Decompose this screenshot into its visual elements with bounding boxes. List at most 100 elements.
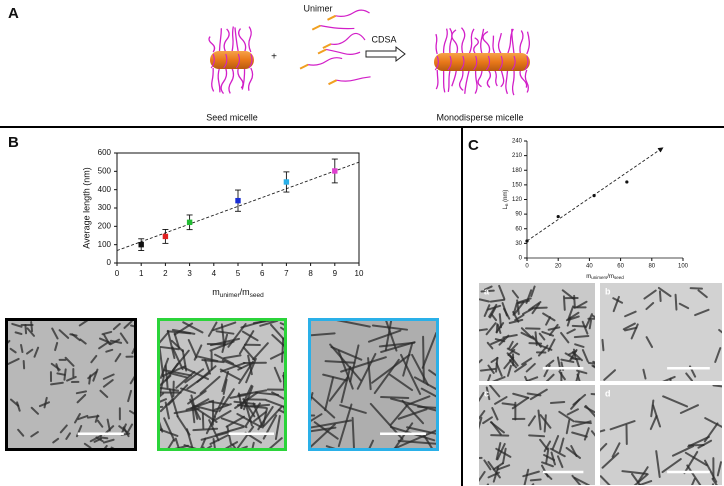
rod [501, 402, 516, 406]
rod [502, 447, 507, 465]
y-axis-label: Average length (nm) [81, 167, 91, 248]
rod [367, 357, 372, 391]
polymer-strand [519, 30, 524, 55]
rod [234, 391, 259, 409]
rod [490, 337, 506, 346]
rod [58, 329, 70, 339]
rod [123, 320, 133, 329]
rod [214, 353, 235, 365]
rod [612, 295, 620, 313]
rod [560, 358, 575, 364]
rod [573, 334, 590, 339]
rod [257, 406, 274, 431]
rod [271, 391, 287, 402]
rod [642, 368, 647, 380]
rod [30, 431, 39, 438]
polymer-strand [434, 55, 439, 71]
rod [114, 352, 122, 363]
rod [390, 397, 437, 412]
y-tick-label: 200 [98, 221, 112, 230]
rod [520, 331, 535, 340]
rod [491, 376, 506, 381]
rod [541, 461, 554, 468]
rod [507, 348, 516, 357]
rod [33, 346, 40, 358]
rod [118, 425, 128, 433]
rod [649, 414, 658, 431]
rod [213, 395, 225, 418]
rod [76, 393, 87, 404]
rod [495, 362, 503, 377]
rod [575, 357, 581, 370]
rod [558, 437, 565, 453]
rod [562, 295, 566, 311]
rods [308, 318, 439, 451]
rod [26, 327, 35, 337]
rod [601, 338, 605, 352]
rod [164, 364, 169, 389]
y-tick-label: 150 [512, 182, 523, 188]
rod [269, 350, 287, 360]
rod [508, 340, 514, 350]
polymer-strand [235, 53, 240, 69]
rod [220, 323, 226, 347]
rod [167, 384, 189, 406]
rod [90, 354, 98, 364]
polymer-strand [442, 69, 446, 93]
polymer-strand [231, 26, 234, 53]
rod [600, 475, 611, 485]
rod [645, 336, 654, 348]
rod [371, 324, 408, 331]
rod [158, 347, 165, 378]
rod [603, 369, 616, 381]
rod [678, 302, 690, 310]
rod [273, 366, 282, 383]
point [625, 180, 629, 184]
polymer-strand [464, 69, 470, 94]
rod [479, 456, 483, 459]
rod [491, 407, 499, 421]
rod [400, 353, 422, 395]
polymer-strand [211, 67, 215, 92]
x-tick-label: 40 [586, 264, 593, 270]
micrograph-border [308, 318, 439, 451]
x-label-part: unimer [220, 292, 241, 299]
rod [24, 324, 28, 335]
rod [259, 319, 279, 327]
rod [503, 307, 511, 320]
rod [712, 385, 722, 388]
rod [17, 428, 25, 437]
rod [328, 376, 349, 402]
rod [77, 414, 89, 421]
rod [662, 375, 676, 381]
rod [112, 322, 121, 331]
rod [69, 333, 78, 337]
rod [485, 322, 497, 336]
rod [281, 337, 285, 363]
rod [502, 333, 518, 339]
rod [527, 415, 536, 427]
rod [422, 335, 425, 383]
unimer [299, 57, 343, 70]
polymer-strand [468, 28, 475, 55]
rod [600, 442, 608, 452]
rod [413, 376, 438, 391]
x-tick-label: 7 [284, 269, 289, 278]
rod [242, 398, 256, 418]
rod [157, 331, 170, 348]
rod [402, 342, 414, 377]
rod [218, 388, 235, 413]
y-label-part: n [504, 203, 509, 206]
rod [496, 464, 511, 471]
y-tick-label: 400 [98, 185, 112, 194]
rod [548, 323, 559, 336]
y-tick-label: 0 [519, 256, 523, 262]
polymer-strand [447, 55, 452, 71]
rod [545, 359, 555, 368]
x-tick-label: 9 [333, 269, 338, 278]
rod [225, 415, 245, 428]
rod [51, 327, 59, 340]
rod [340, 356, 387, 373]
rod [102, 373, 115, 380]
rod [508, 318, 524, 324]
